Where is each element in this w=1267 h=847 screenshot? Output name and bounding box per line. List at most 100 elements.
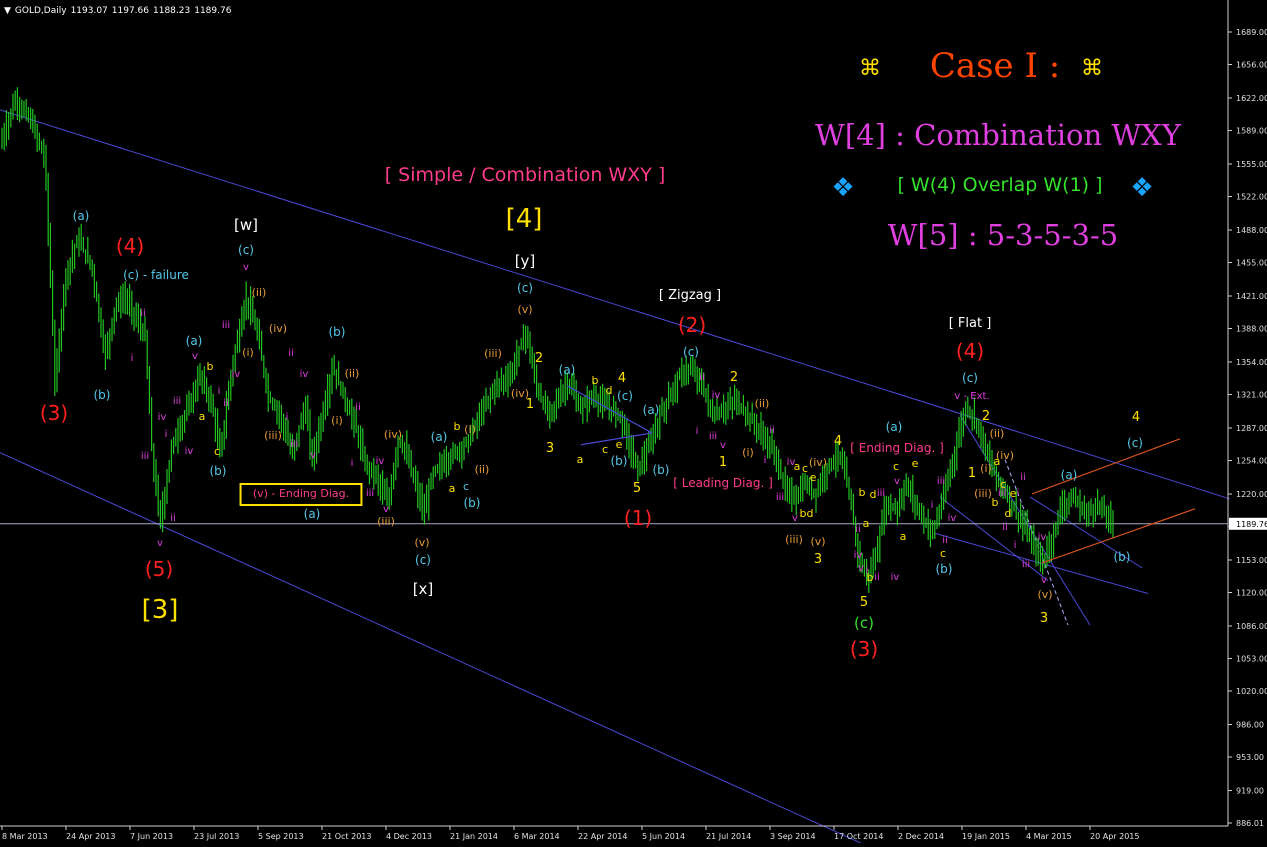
wave-label: a <box>199 410 206 423</box>
wave-label: (c) <box>238 243 254 257</box>
price-tick-label: 1522.00 <box>1236 193 1267 202</box>
wave-label: 2 <box>535 351 543 366</box>
wave-label: v <box>858 563 864 574</box>
current-price-tag <box>1229 517 1267 530</box>
time-tick-label: 3 Sep 2014 <box>770 832 816 841</box>
ending-diag-box <box>239 483 363 506</box>
wave-label: 4 <box>1132 410 1140 425</box>
wave-label: iii <box>141 451 149 462</box>
price-tick-label: 1053.00 <box>1236 655 1267 664</box>
wave-label: (iii) <box>264 429 282 442</box>
wave-label: (iv) <box>384 428 402 441</box>
wave-label: (c) <box>517 281 533 295</box>
dashed-channel-line <box>1004 459 1069 626</box>
time-tick-label: 4 Dec 2013 <box>386 832 432 841</box>
wave-label: (4) <box>956 339 984 363</box>
wave-label: (a) <box>186 334 203 348</box>
wave-label: [ Simple / Combination WXY ] <box>385 164 666 186</box>
wave-label: iv <box>158 412 167 423</box>
orange-channel-line <box>1031 438 1181 495</box>
wave-label: i <box>131 353 134 364</box>
wave-label: (a) <box>1061 468 1078 482</box>
wave-label: v <box>894 476 900 487</box>
wave-label: i <box>1017 488 1020 499</box>
wave-label: 3 <box>814 552 822 567</box>
time-tick-label: 6 Mar 2014 <box>514 832 560 841</box>
wave-label: v <box>310 450 316 461</box>
candlestick-series <box>1 87 1114 593</box>
wave-label: ii <box>942 535 948 546</box>
wave-label: (a) <box>886 420 903 434</box>
time-tick-label: 20 Apr 2015 <box>1090 832 1139 841</box>
current-price-label: 1189.76 <box>1236 520 1267 529</box>
wave-label: (iii) <box>974 487 992 500</box>
wave-label: i <box>351 458 354 469</box>
wave-label: [ Ending Diag. ] <box>850 441 944 455</box>
wave-label: b <box>800 507 807 520</box>
wave-label: (4) <box>116 234 144 258</box>
wave-label: 2 <box>730 370 738 385</box>
time-tick-label: 21 Jul 2014 <box>706 832 751 841</box>
w5-structure-label: W[5] : 5-3-5-3-5 <box>888 218 1119 252</box>
wave-label: (c) <box>854 614 874 632</box>
price-tick-label: 1555.00 <box>1236 160 1267 169</box>
price-tick-label: 886.01 <box>1236 819 1264 828</box>
case-prefix-symbol: ⌘ <box>859 56 881 81</box>
wave-label: (iv) <box>809 456 827 469</box>
wave-label: 1 <box>526 397 534 412</box>
wave-label: (b) <box>936 562 953 576</box>
wave-label: ii <box>769 425 775 436</box>
wave-label: c <box>214 445 220 458</box>
wave-label: iii <box>998 488 1006 499</box>
wave-label: e <box>810 471 817 484</box>
wave-label: a <box>794 460 801 473</box>
wave-label: (v) <box>810 535 825 548</box>
wave-label: [3] <box>142 595 179 625</box>
wave-label: iv <box>948 513 957 524</box>
channel-line <box>0 452 871 847</box>
wave-label: (a) <box>643 403 660 417</box>
wave-label: c <box>940 547 946 560</box>
dropdown-icon[interactable]: ▼ <box>4 6 11 16</box>
wave-label: [ Zigzag ] <box>659 288 721 303</box>
wave-label: iv <box>185 446 194 457</box>
wave-label: c <box>602 443 608 456</box>
wave-label: iv <box>854 550 863 561</box>
wave-label: iii <box>709 431 717 442</box>
wave-label: (iii) <box>484 347 502 360</box>
wave-label: (a) <box>304 507 321 521</box>
case-suffix-symbol: ⌘ <box>1081 56 1103 81</box>
wave-label: d <box>1005 507 1012 520</box>
wave-label: (a) <box>431 430 448 444</box>
wave-label: (b) <box>653 463 670 477</box>
wave-label: iii <box>366 488 374 499</box>
wave-label: (ii) <box>345 367 360 380</box>
channel-line <box>1029 496 1143 569</box>
price-tick-label: 1388.00 <box>1236 325 1267 334</box>
wave-label: v <box>157 538 163 549</box>
wave-label: [x] <box>413 580 434 598</box>
wave-label: i <box>286 412 289 423</box>
wave-label: iv <box>1038 532 1047 543</box>
wave-label: (i) <box>242 346 254 359</box>
triangle-line <box>580 432 653 446</box>
price-tick-label: 1689.00 <box>1236 28 1267 37</box>
wave-label: v <box>1041 575 1047 586</box>
wave-label: (a) <box>559 363 576 377</box>
wave-label: (b) <box>1114 550 1131 564</box>
wave-label: (v) <box>414 536 429 549</box>
price-tick-label: 1622.00 <box>1236 94 1267 103</box>
price-tick-label: 1220.00 <box>1236 490 1267 499</box>
wave-label: [ Flat ] <box>949 316 992 331</box>
wave-label: (iii) <box>785 533 803 546</box>
wave-label: a <box>449 482 456 495</box>
orange-channel-line <box>1041 508 1196 564</box>
wave-label: (b) <box>210 464 227 478</box>
overlap-label: [ W(4) Overlap W(1) ] <box>897 174 1102 196</box>
time-axis: 8 Mar 2013 24 Apr 2013 7 Jun 2013 23 Jul 20… <box>0 825 1228 841</box>
pattern-lines <box>566 385 1196 564</box>
wave-label: (5) <box>145 557 173 581</box>
w4-combination-label: W[4] : Combination WXY <box>815 118 1182 152</box>
